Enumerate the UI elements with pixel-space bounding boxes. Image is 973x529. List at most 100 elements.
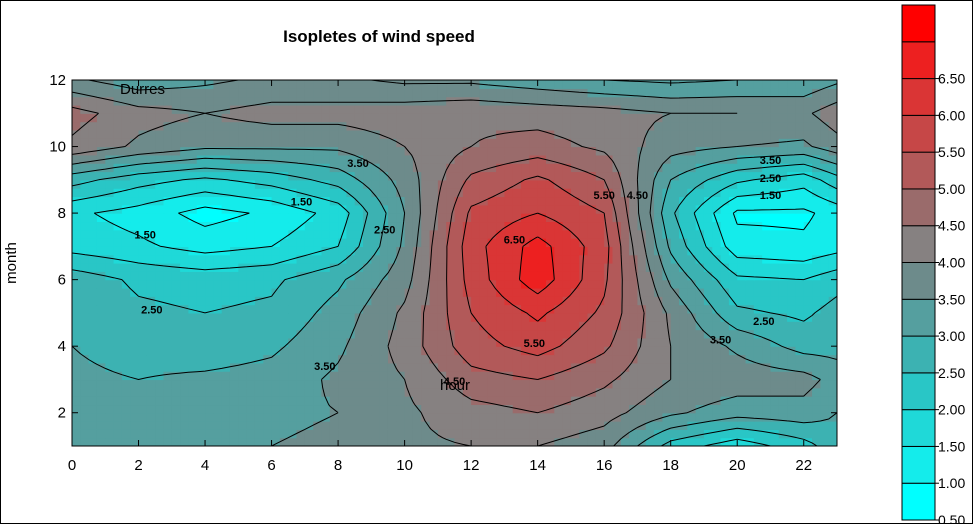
- heatmap-cell: [88, 321, 98, 331]
- heatmap-cell: [296, 279, 306, 289]
- heatmap-cell: [354, 354, 364, 364]
- heatmap-cell: [529, 104, 539, 114]
- heatmap-cell: [679, 213, 688, 223]
- heatmap-cell: [778, 138, 788, 148]
- heatmap-cell: [313, 163, 323, 173]
- heatmap-cell: [329, 296, 339, 306]
- heatmap-cell: [80, 129, 90, 139]
- colorbar-segment: [901, 262, 936, 300]
- heatmap-cell: [820, 437, 830, 446]
- heatmap-cell: [612, 371, 622, 381]
- heatmap-cell: [554, 271, 564, 281]
- heatmap-cell: [313, 221, 323, 231]
- heatmap-cell: [512, 387, 522, 397]
- heatmap-cell: [254, 154, 264, 164]
- heatmap-cell: [88, 154, 98, 164]
- heatmap-cell: [487, 254, 497, 264]
- heatmap-cell: [429, 437, 439, 446]
- heatmap-cell: [620, 263, 630, 272]
- colorbar-segment: [901, 4, 936, 43]
- heatmap-cell: [504, 437, 514, 446]
- heatmap-cell: [579, 138, 589, 148]
- heatmap-cell: [146, 254, 156, 264]
- heatmap-cell: [687, 229, 697, 239]
- heatmap-cell: [138, 429, 148, 439]
- heatmap-cell: [812, 387, 821, 397]
- heatmap-cell: [820, 229, 830, 239]
- heatmap-cell: [72, 121, 81, 131]
- heatmap-cell: [662, 254, 672, 264]
- heatmap-cell: [163, 271, 173, 281]
- heatmap-cell: [446, 304, 456, 314]
- heatmap-cell: [720, 412, 730, 422]
- heatmap-cell: [188, 287, 198, 297]
- heatmap-cell: [703, 379, 713, 389]
- heatmap-cell: [346, 346, 356, 356]
- heatmap-cell: [462, 229, 472, 239]
- heatmap-cell: [429, 113, 439, 123]
- heatmap-cell: [229, 371, 239, 381]
- heatmap-cell: [504, 96, 514, 106]
- heatmap-cell: [562, 138, 572, 148]
- heatmap-cell: [720, 171, 730, 181]
- heatmap-cell: [795, 221, 805, 231]
- heatmap-cell: [304, 429, 314, 439]
- heatmap-cell: [354, 346, 364, 356]
- heatmap-cell: [180, 121, 190, 131]
- heatmap-cell: [712, 246, 722, 256]
- heatmap-cell: [371, 429, 381, 439]
- heatmap-cell: [554, 287, 564, 297]
- heatmap-cell: [371, 263, 381, 272]
- colorbar-label: 6.50: [938, 71, 965, 87]
- heatmap-cell: [487, 396, 497, 406]
- heatmap-cell: [429, 263, 439, 272]
- heatmap-cell: [762, 304, 772, 314]
- heatmap-cell: [271, 80, 281, 89]
- heatmap-cell: [346, 163, 356, 173]
- heatmap-cell: [105, 296, 115, 306]
- heatmap-cell: [695, 404, 705, 414]
- heatmap-cell: [695, 121, 705, 131]
- heatmap-cell: [703, 163, 713, 173]
- heatmap-cell: [496, 412, 505, 422]
- heatmap-cell: [188, 229, 198, 239]
- heatmap-cell: [645, 238, 655, 247]
- heatmap-cell: [745, 337, 755, 347]
- heatmap-cell: [221, 429, 231, 439]
- heatmap-cell: [537, 171, 547, 181]
- heatmap-cell: [828, 279, 837, 289]
- heatmap-cell: [121, 412, 131, 422]
- heatmap-cell: [188, 321, 198, 331]
- heatmap-cell: [579, 279, 589, 289]
- heatmap-cell: [820, 412, 830, 422]
- heatmap-cell: [471, 188, 481, 198]
- y-tick-label: 8: [58, 205, 66, 222]
- heatmap-cell: [712, 163, 722, 173]
- heatmap-cell: [587, 171, 597, 181]
- heatmap-cell: [72, 80, 81, 89]
- heatmap-cell: [595, 321, 605, 331]
- heatmap-cell: [512, 238, 522, 247]
- heatmap-cell: [188, 254, 198, 264]
- heatmap-cell: [728, 80, 738, 89]
- heatmap-cell: [171, 379, 181, 389]
- heatmap-cell: [146, 179, 156, 189]
- heatmap-cell: [612, 104, 622, 114]
- heatmap-cell: [205, 271, 214, 281]
- heatmap-cell: [812, 429, 821, 439]
- heatmap-cell: [712, 229, 722, 239]
- heatmap-cell: [728, 146, 738, 156]
- heatmap-cell: [88, 371, 98, 381]
- colorbar-segment: [901, 298, 936, 337]
- heatmap-cell: [180, 129, 190, 139]
- heatmap-cell: [446, 171, 456, 181]
- heatmap-cell: [795, 104, 805, 114]
- heatmap-cell: [745, 146, 755, 156]
- heatmap-cell: [820, 396, 830, 406]
- heatmap-cell: [787, 254, 797, 264]
- heatmap-cell: [138, 412, 148, 422]
- heatmap-cell: [595, 379, 605, 389]
- heatmap-cell: [712, 196, 722, 206]
- heatmap-cell: [313, 271, 323, 281]
- heatmap-cell: [329, 321, 339, 331]
